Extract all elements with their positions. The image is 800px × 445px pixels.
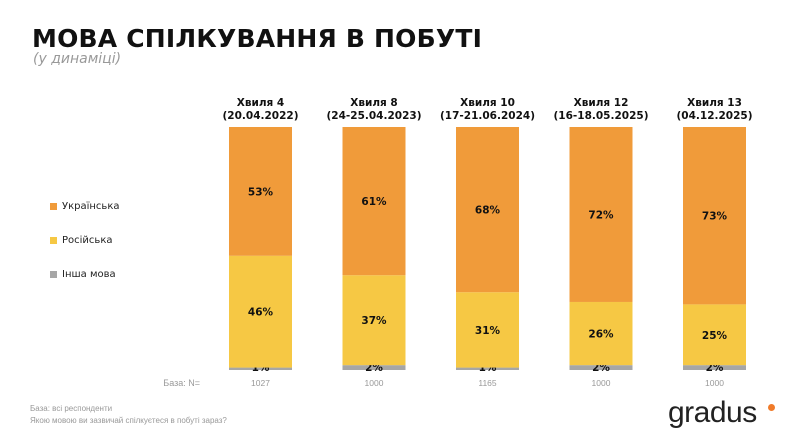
category-label: Хвиля 13 <box>687 97 742 109</box>
bar-segment <box>342 127 406 276</box>
bar-segment <box>229 255 292 368</box>
data-label: 72% <box>588 209 614 221</box>
category-label: Хвиля 10 <box>460 97 515 109</box>
category-label: Хвиля 8 <box>350 97 398 109</box>
data-label: 37% <box>361 315 387 327</box>
bar-segment <box>456 292 519 368</box>
bar-segment <box>342 365 406 370</box>
legend-swatch <box>50 202 57 210</box>
bar-segment <box>683 304 746 366</box>
data-label: 68% <box>475 205 501 217</box>
data-label: 31% <box>475 325 501 337</box>
category-date-label: (16-18.05.2025) <box>554 110 649 122</box>
category-date-label: (04.12.2025) <box>676 110 752 122</box>
footnote-question: Якою мовою ви зазвичай спілкуєтеся в поб… <box>30 416 227 425</box>
base-value: 1000 <box>365 378 384 388</box>
data-label: 73% <box>702 211 728 223</box>
data-label: 53% <box>248 186 274 198</box>
bar-segment <box>683 127 746 305</box>
data-label: 61% <box>361 196 387 208</box>
legend-item-ukrainian: Українська <box>50 200 120 212</box>
category-label: Хвиля 4 <box>237 97 285 109</box>
bar-segment <box>569 365 633 370</box>
category-date-label: (24-25.04.2023) <box>327 110 422 122</box>
legend-item-russian: Російська <box>50 234 120 246</box>
legend: Українська Російська Інша мова <box>50 200 120 302</box>
page-title: МОВА СПІЛКУВАННЯ В ПОБУТІ <box>32 24 483 53</box>
category-date-label: (20.04.2022) <box>222 110 298 122</box>
bar-segment <box>569 127 633 302</box>
category-date-label: (17-21.06.2024) <box>440 110 535 122</box>
data-label: 46% <box>248 307 274 319</box>
page-subtitle: (у динаміці) <box>33 51 122 67</box>
bar-segment <box>569 301 633 366</box>
legend-item-other: Інша мова <box>50 268 120 280</box>
base-value: 1000 <box>705 378 724 388</box>
base-value: 1027 <box>251 378 270 388</box>
gradus-logo: gradus <box>668 396 757 429</box>
bar-segment <box>456 127 519 293</box>
bar-segment <box>229 127 292 256</box>
bar-segment <box>456 367 519 370</box>
bar-segment <box>229 367 292 370</box>
legend-swatch <box>50 236 57 244</box>
legend-label: Українська <box>62 200 120 212</box>
logo-dot <box>768 404 775 411</box>
data-label: 25% <box>702 330 728 342</box>
bar-segment <box>342 275 406 366</box>
footnote: База: всі респонденти Якою мовою ви зазв… <box>30 403 227 427</box>
bar-segment <box>683 365 746 370</box>
base-label: База: N= <box>163 378 200 388</box>
base-value: 1165 <box>478 378 497 388</box>
legend-label: Інша мова <box>62 268 116 280</box>
legend-label: Російська <box>62 234 113 246</box>
legend-swatch <box>50 270 57 278</box>
category-label: Хвиля 12 <box>574 97 629 109</box>
base-value: 1000 <box>592 378 611 388</box>
footnote-base: База: всі респонденти <box>30 404 113 413</box>
data-label: 26% <box>588 329 614 341</box>
